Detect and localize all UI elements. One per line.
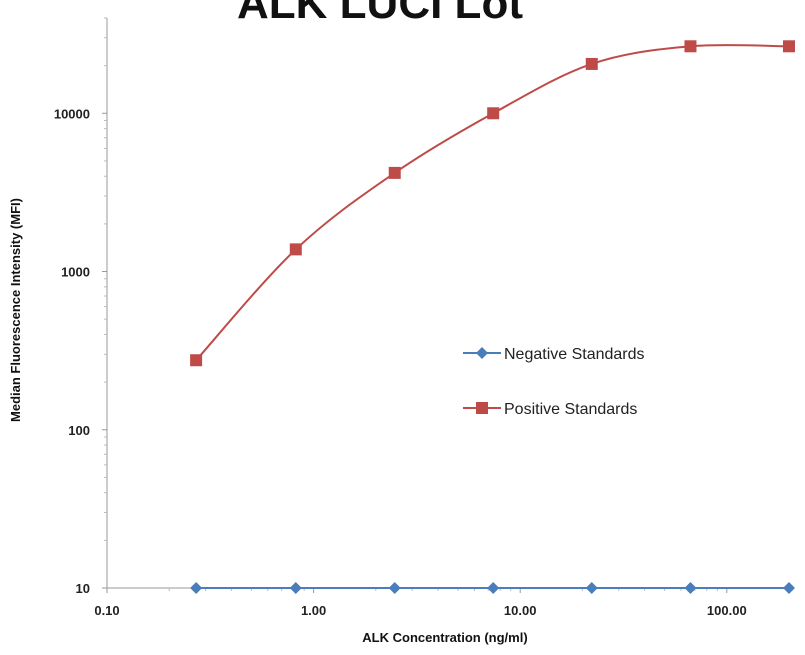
data-point-square — [388, 166, 401, 179]
series-negative-standards — [190, 582, 795, 594]
series-line — [195, 43, 790, 361]
data-point-diamond — [289, 582, 302, 594]
series-positive-standards — [190, 40, 795, 367]
data-point-square — [487, 107, 500, 120]
data-point-diamond — [190, 582, 203, 594]
data-point-square — [289, 243, 302, 256]
data-point-square — [684, 40, 697, 53]
data-point-square — [783, 40, 795, 53]
x-tick-label: 0.10 — [94, 603, 119, 618]
y-tick-label: 100 — [68, 423, 90, 438]
data-point-diamond — [487, 582, 500, 594]
y-tick-label: 1000 — [61, 265, 90, 280]
x-axis-label: ALK Concentration (ng/ml) — [362, 630, 527, 645]
data-point-diamond — [388, 582, 401, 594]
axes: 0.10 1.00 10.00 100.00 10 100 1000 10000 — [54, 17, 790, 618]
chart-title: ALK LUCI Lot — [237, 0, 523, 28]
series-layer — [190, 40, 795, 594]
data-point-square — [585, 57, 598, 70]
data-point-square — [190, 354, 203, 367]
x-tick-label: 10.00 — [504, 603, 537, 618]
legend-label: Negative Standards — [504, 346, 645, 363]
y-tick-label: 10 — [76, 581, 90, 596]
y-axis-label: Median Fluorescence Intensity (MFI) — [8, 198, 23, 422]
data-point-diamond — [684, 582, 697, 594]
legend-label: Positive Standards — [504, 401, 637, 418]
y-tick-label: 10000 — [54, 106, 90, 121]
legend: Negative Standards Positive Standards — [463, 346, 645, 418]
x-tick-label: 100.00 — [707, 603, 747, 618]
x-tick-label: 1.00 — [301, 603, 326, 618]
legend-marker — [476, 347, 488, 359]
legend-marker — [476, 402, 488, 414]
data-point-diamond — [585, 582, 598, 594]
data-point-diamond — [783, 582, 795, 594]
legend-item: Negative Standards — [463, 346, 645, 363]
legend-item: Positive Standards — [463, 401, 637, 418]
